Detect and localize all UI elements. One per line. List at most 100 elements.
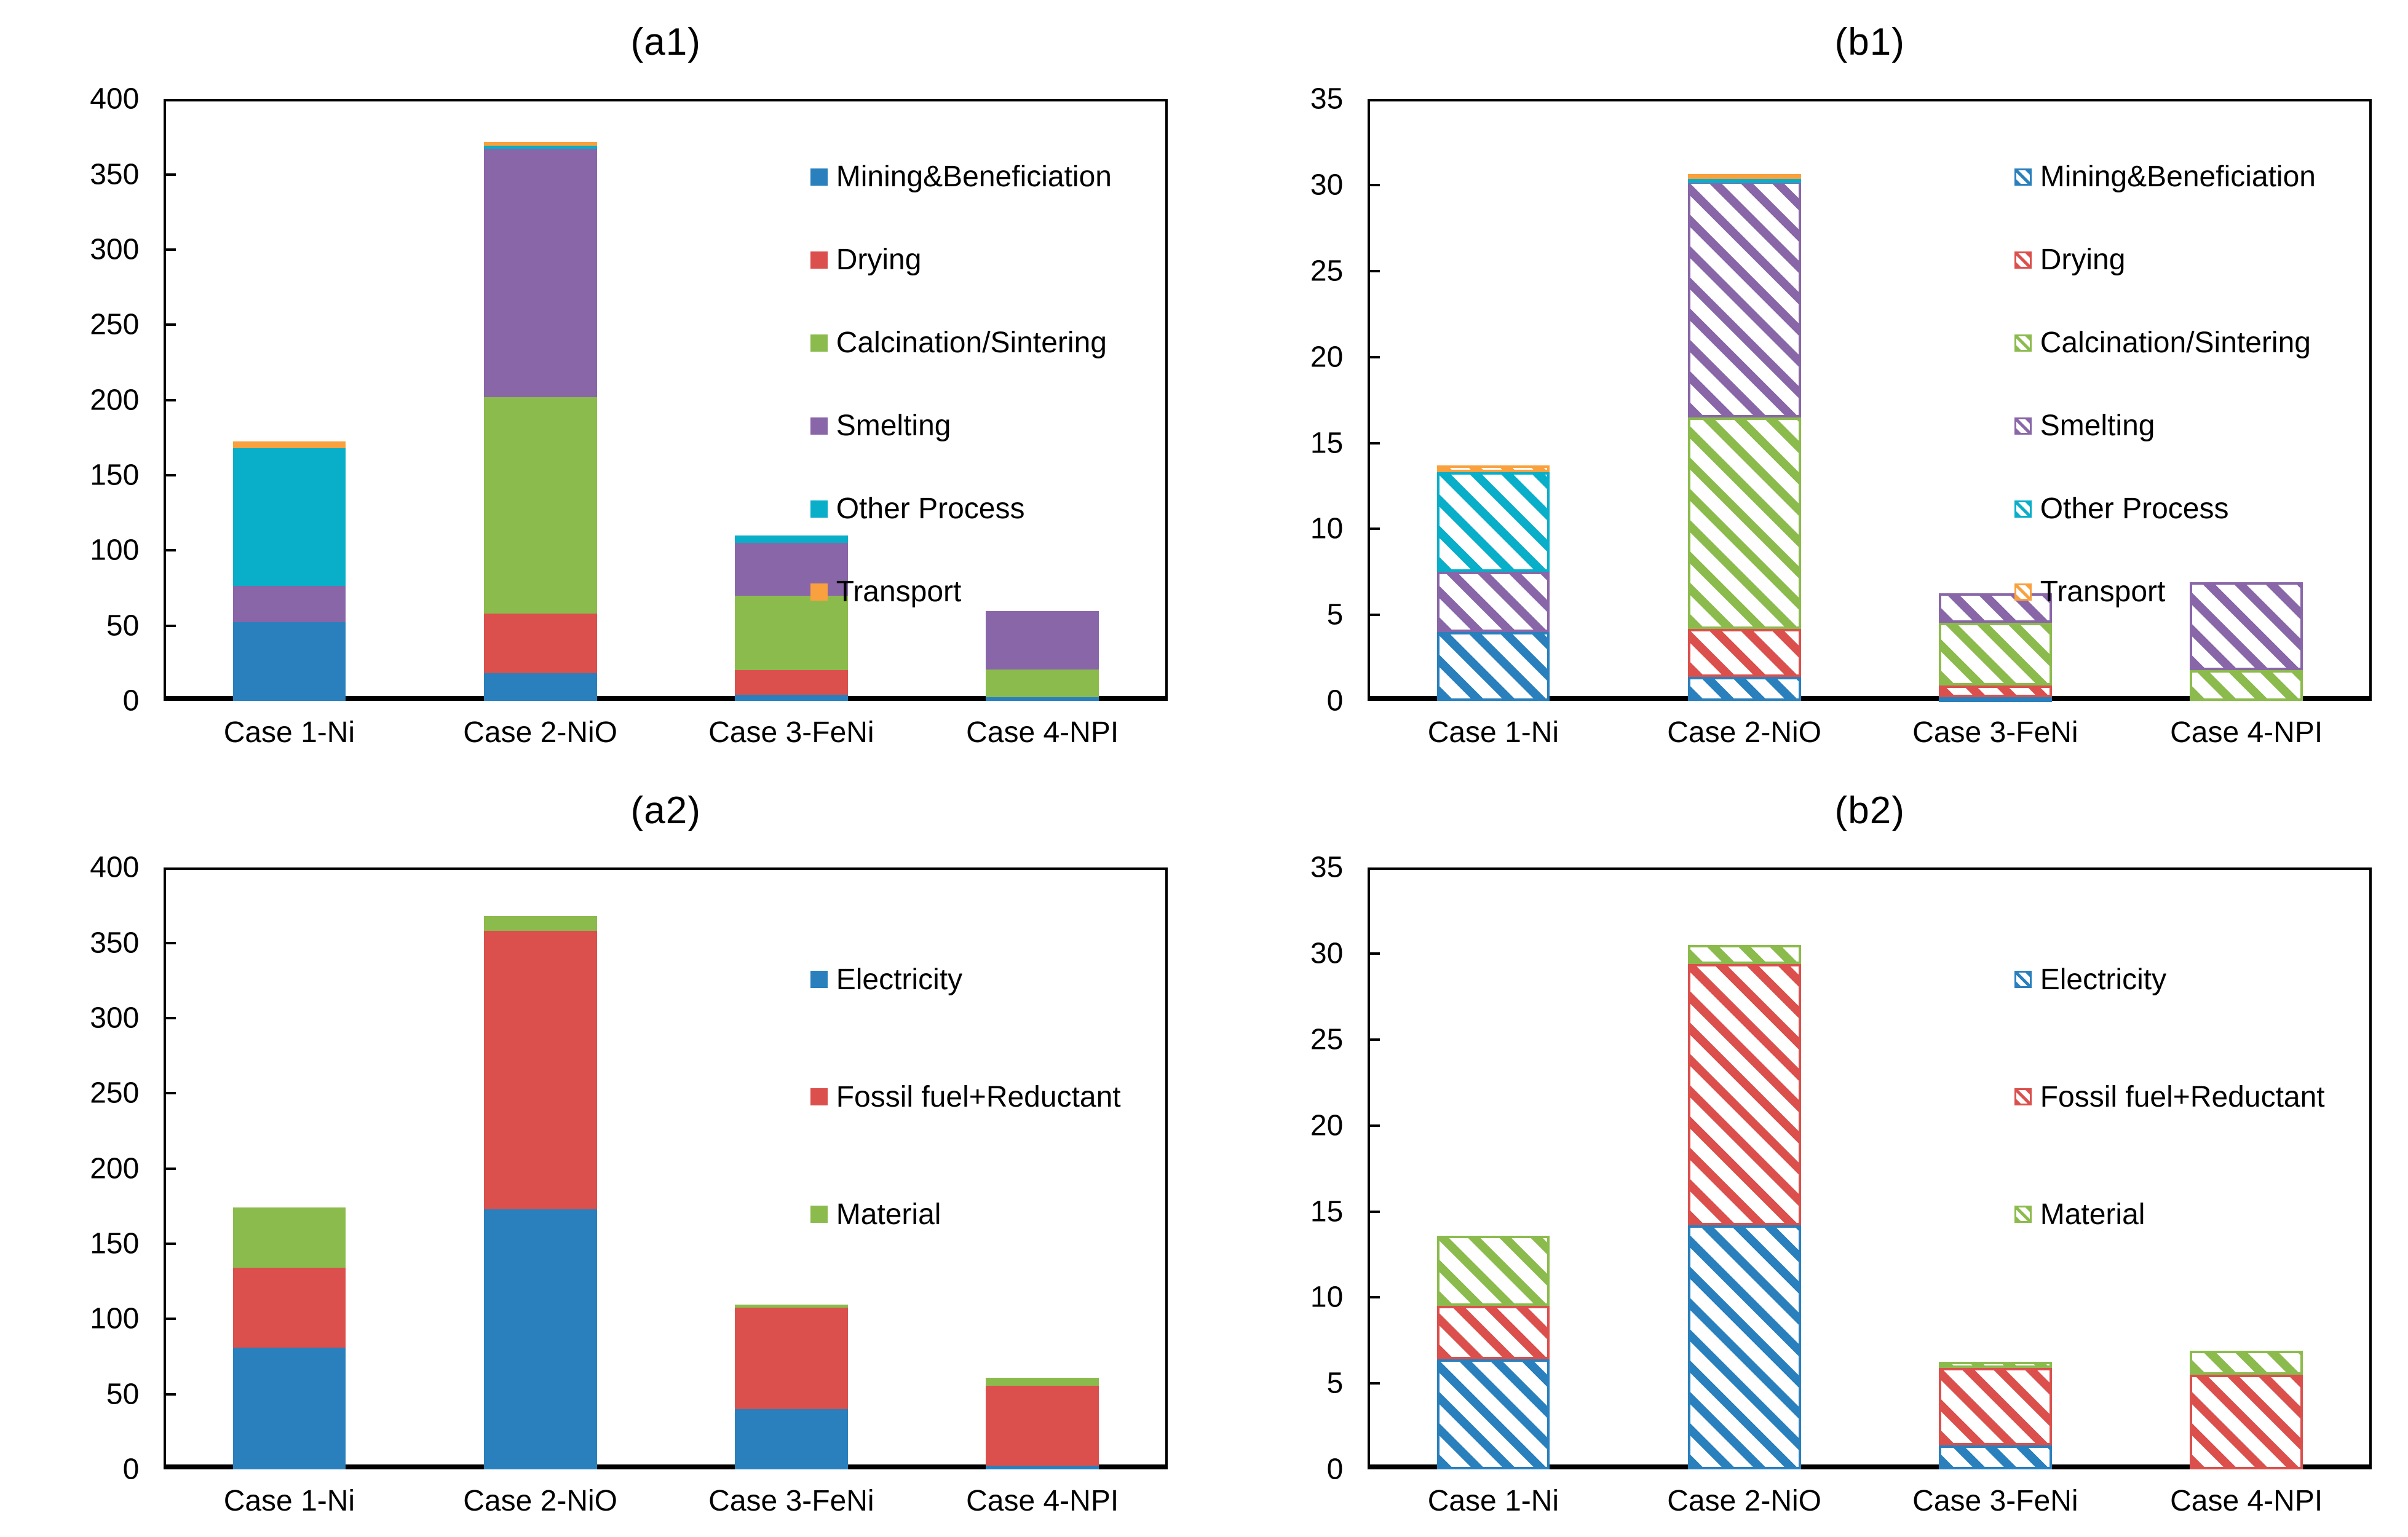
y-axis-tick-mark xyxy=(164,549,176,552)
legend-b2: Electricity Fossil fuel+Reductant Material xyxy=(2014,921,2325,1273)
bar-segment-b2-Case 1-Ni-Fossil fuel+Reductant xyxy=(1436,1306,1550,1360)
bar-segment-b2-Case 1-Ni-Electricity xyxy=(1436,1359,1550,1469)
y-axis-tick-label: 35 xyxy=(1310,82,1344,116)
y-axis-tick-label: 0 xyxy=(122,1453,140,1486)
legend-marker-Other Process xyxy=(810,500,828,518)
y-axis-tick-mark xyxy=(1368,441,1380,445)
bar-segment-b2-Case 2-NiO-Fossil fuel+Reductant xyxy=(1687,963,1801,1225)
bar-segment-b2-Case 4-NPI-Fossil fuel+Reductant xyxy=(2190,1375,2303,1469)
y-axis-tick-mark xyxy=(164,248,176,251)
bar-segment-a1-Case 1-Ni-Smelting xyxy=(232,585,346,622)
bar-segment-a1-Case 3-FeNi-Calcination/Sintering xyxy=(735,595,848,670)
x-axis-category-label: Case 4-NPI xyxy=(966,716,1119,749)
y-axis-tick-mark xyxy=(1368,355,1380,358)
bar-segment-a2-Case 1-Ni-Material xyxy=(232,1207,346,1268)
bar-segment-b1-Case 3-FeNi-Calcination/Sintering xyxy=(1939,622,2052,686)
legend-item-Calcination/Sintering: Calcination/Sintering xyxy=(2014,301,2316,384)
bar-segment-a2-Case 2-NiO-Electricity xyxy=(483,1209,597,1469)
legend-label: Other Process xyxy=(836,492,1025,525)
legend-item-Other Process: Other Process xyxy=(2014,467,2316,550)
legend-a1: Mining&Beneficiation Drying Calcination/Si… xyxy=(810,135,1112,633)
legend-item-Fossil fuel+Reductant: Fossil fuel+Reductant xyxy=(810,1038,1121,1156)
legend-item-Other Process: Other Process xyxy=(810,467,1112,550)
legend-label: Smelting xyxy=(836,409,951,442)
bar-segment-a1-Case 3-FeNi-Smelting xyxy=(735,543,848,596)
y-axis-tick-mark xyxy=(1368,1382,1380,1385)
x-axis-category-label: Case 3-FeNi xyxy=(708,716,874,749)
y-axis-tick-label: 25 xyxy=(1310,1023,1344,1056)
x-axis-category-label: Case 3-FeNi xyxy=(1912,716,2078,749)
y-axis-tick-label: 20 xyxy=(1310,1109,1344,1142)
x-axis-category-label: Case 2-NiO xyxy=(1667,1484,1821,1517)
chart-title-b1: (b1) xyxy=(1834,20,1905,63)
legend-a2: Electricity Fossil fuel+Reductant Material xyxy=(810,921,1121,1273)
legend-item-Material: Material xyxy=(2014,1156,2325,1273)
legend-marker-Smelting xyxy=(2014,417,2032,435)
bar-segment-b1-Case 2-NiO-Mining&Beneficiation xyxy=(1687,676,1801,701)
y-axis-tick-mark xyxy=(1368,1210,1380,1213)
x-axis-category-label: Case 2-NiO xyxy=(1667,716,1821,749)
legend-marker-Electricity xyxy=(810,971,828,988)
bar-segment-a1-Case 1-Ni-Other Process xyxy=(232,448,346,586)
bar-segment-a2-Case 4-NPI-Electricity xyxy=(986,1465,1099,1469)
legend-marker-Mining&Beneficiation xyxy=(2014,168,2032,186)
legend-label: Fossil fuel+Reductant xyxy=(2040,1080,2325,1113)
y-axis-tick-label: 50 xyxy=(106,609,140,642)
legend-label: Calcination/Sintering xyxy=(2040,326,2311,359)
legend-marker-Calcination/Sintering xyxy=(2014,334,2032,352)
y-axis-tick-label: 0 xyxy=(1326,1453,1344,1486)
bar-segment-b2-Case 3-FeNi-Fossil fuel+Reductant xyxy=(1939,1368,2052,1445)
y-axis-tick-label: 400 xyxy=(90,82,140,116)
bar-segment-a1-Case 1-Ni-Transport xyxy=(232,441,346,448)
legend-marker-Transport xyxy=(2014,583,2032,601)
y-axis-tick-label: 300 xyxy=(90,233,140,266)
y-axis-tick-label: 100 xyxy=(90,534,140,567)
legend-label: Mining&Beneficiation xyxy=(2040,160,2316,193)
y-axis-tick-label: 20 xyxy=(1310,341,1344,374)
y-axis-tick-label: 300 xyxy=(90,1002,140,1035)
y-axis-tick-mark xyxy=(164,1092,176,1095)
legend-label: Smelting xyxy=(2040,409,2155,442)
legend-item-Drying: Drying xyxy=(2014,218,2316,301)
legend-label: Material xyxy=(836,1198,941,1231)
legend-marker-Other Process xyxy=(2014,500,2032,518)
bar-segment-a2-Case 4-NPI-Fossil fuel+Reductant xyxy=(986,1386,1099,1466)
y-axis-tick-label: 25 xyxy=(1310,255,1344,288)
legend-label: Other Process xyxy=(2040,492,2229,525)
bar-segment-a1-Case 4-NPI-Mining&Beneficiation xyxy=(986,697,1099,701)
legend-item-Mining&Beneficiation: Mining&Beneficiation xyxy=(810,135,1112,218)
y-axis-tick-label: 150 xyxy=(90,1227,140,1260)
y-axis-tick-mark xyxy=(1368,1038,1380,1041)
bar-segment-b2-Case 2-NiO-Electricity xyxy=(1687,1225,1801,1469)
legend-marker-Smelting xyxy=(810,417,828,435)
legend-label: Transport xyxy=(2040,575,2166,608)
legend-item-Electricity: Electricity xyxy=(2014,921,2325,1038)
bar-segment-b2-Case 3-FeNi-Electricity xyxy=(1939,1445,2052,1469)
bar-segment-a2-Case 2-NiO-Material xyxy=(483,915,597,931)
legend-label: Calcination/Sintering xyxy=(836,326,1107,359)
y-axis-tick-mark xyxy=(1368,269,1380,272)
bar-segment-a2-Case 4-NPI-Material xyxy=(986,1377,1099,1386)
y-axis-tick-label: 10 xyxy=(1310,512,1344,545)
panel-b2: (b2) 0 5 10 15 20 25 30 35 Case 1-Ni Case 2-NiO Cas… xyxy=(1204,768,2408,1537)
legend-label: Transport xyxy=(836,575,962,608)
x-axis-category-label: Case 1-Ni xyxy=(223,1484,355,1517)
x-axis-category-label: Case 1-Ni xyxy=(1427,1484,1559,1517)
legend-marker-Drying xyxy=(2014,251,2032,269)
legend-item-Smelting: Smelting xyxy=(2014,384,2316,467)
y-axis-tick-label: 30 xyxy=(1310,937,1344,970)
panel-b1: (b1) 0 5 10 15 20 25 30 35 Case 1-Ni Case 2-NiO Cas… xyxy=(1204,0,2408,768)
legend-marker-Mining&Beneficiation xyxy=(810,168,828,186)
bar-segment-b1-Case 1-Ni-Transport xyxy=(1436,465,1550,473)
legend-marker-Material xyxy=(2014,1206,2032,1223)
bar-segment-a1-Case 2-NiO-Calcination/Sintering xyxy=(483,397,597,614)
bar-segment-a1-Case 2-NiO-Transport xyxy=(483,141,597,146)
x-axis-category-label: Case 2-NiO xyxy=(463,1484,617,1517)
legend-marker-Fossil fuel+Reductant xyxy=(810,1088,828,1105)
y-axis-tick-mark xyxy=(164,1242,176,1245)
y-axis-tick-mark xyxy=(1368,1124,1380,1127)
bar-segment-b1-Case 2-NiO-Other Process xyxy=(1687,178,1801,183)
y-axis-tick-mark xyxy=(1368,1296,1380,1299)
legend-label: Drying xyxy=(836,243,922,276)
